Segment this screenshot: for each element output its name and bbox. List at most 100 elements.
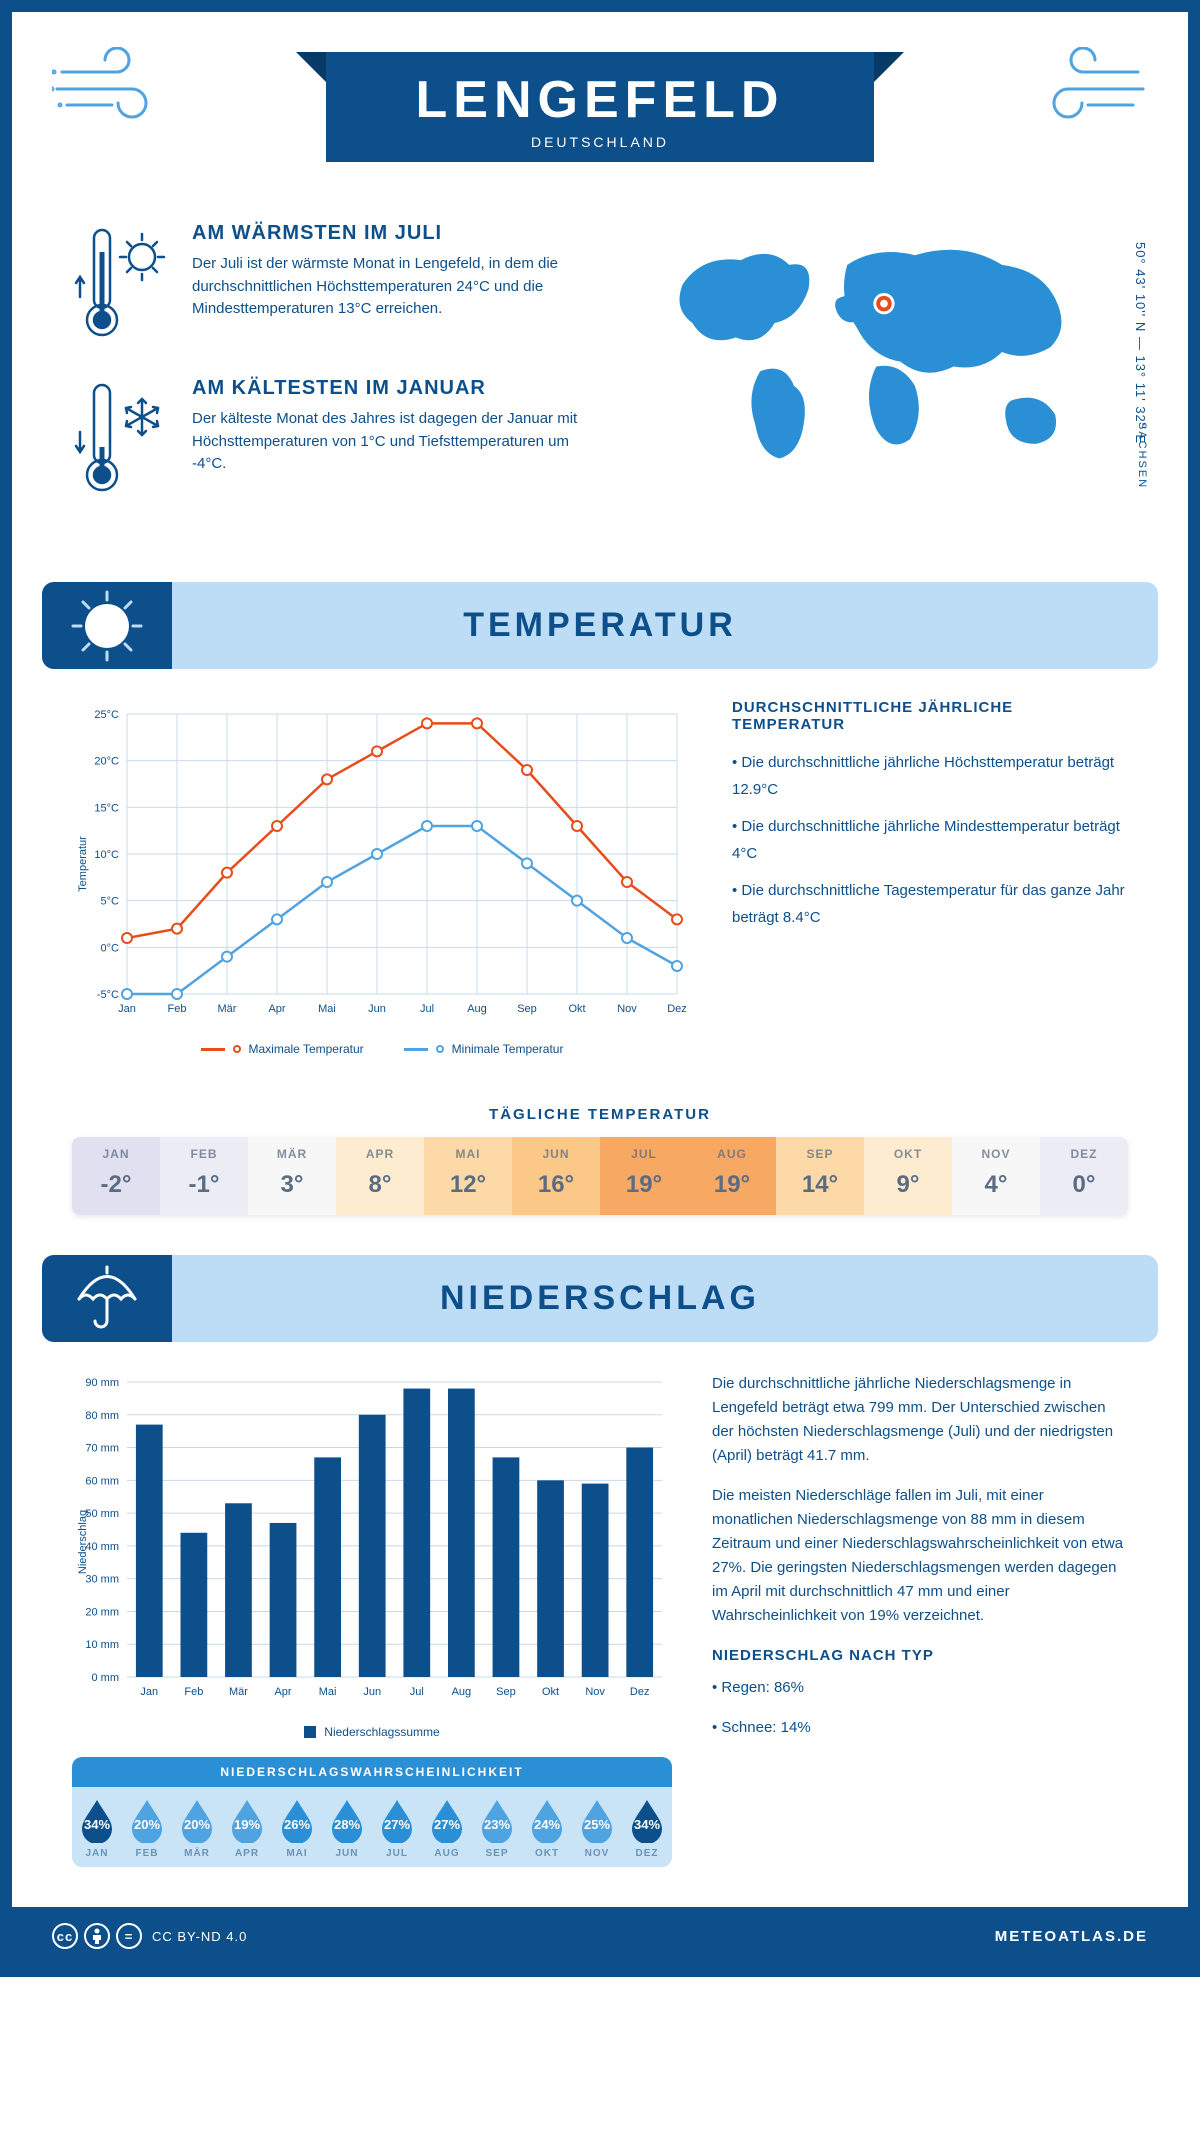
license-text: CC BY-ND 4.0: [152, 1929, 247, 1944]
summary-heading: DURCHSCHNITTLICHE JÄHRLICHE TEMPERATUR: [732, 699, 1128, 733]
bullet: • Schnee: 14%: [712, 1716, 1128, 1740]
temp-cell: SEP14°: [776, 1137, 864, 1215]
page-title: LENGEFELD: [416, 70, 785, 130]
daily-temp-heading: TÄGLICHE TEMPERATUR: [12, 1106, 1188, 1123]
svg-text:Temperatur: Temperatur: [77, 836, 89, 892]
probability-heading: NIEDERSCHLAGSWAHRSCHEINLICHKEIT: [72, 1757, 672, 1787]
probability-cell: 27%JUL: [372, 1787, 422, 1867]
svg-text:10 mm: 10 mm: [85, 1639, 119, 1651]
svg-text:30 mm: 30 mm: [85, 1574, 119, 1586]
svg-text:40 mm: 40 mm: [85, 1541, 119, 1553]
svg-text:Okt: Okt: [568, 1003, 585, 1015]
nd-icon: =: [116, 1923, 142, 1949]
svg-text:Sep: Sep: [496, 1686, 516, 1698]
svg-text:Nov: Nov: [617, 1003, 637, 1015]
svg-text:Jun: Jun: [363, 1686, 381, 1698]
probability-cell: 19%APR: [222, 1787, 272, 1867]
world-map: 50° 43' 10'' N — 13° 11' 32'' E SACHSEN: [644, 222, 1128, 532]
paragraph: Die durchschnittliche jährliche Niedersc…: [712, 1372, 1128, 1468]
svg-text:Aug: Aug: [467, 1003, 487, 1015]
svg-text:5°C: 5°C: [101, 896, 120, 908]
svg-text:50 mm: 50 mm: [85, 1508, 119, 1520]
svg-text:Mär: Mär: [229, 1686, 248, 1698]
probability-cell: 20%MÄR: [172, 1787, 222, 1867]
fact-heading: AM KÄLTESTEN IM JANUAR: [192, 377, 604, 400]
bullet: • Die durchschnittliche Tagestemperatur …: [732, 877, 1128, 931]
svg-text:Jun: Jun: [368, 1003, 386, 1015]
svg-text:Apr: Apr: [268, 1003, 285, 1015]
thermometer-snow-icon: [72, 377, 172, 502]
cc-icon: cc: [52, 1923, 78, 1949]
license: cc = CC BY-ND 4.0: [52, 1923, 247, 1949]
wind-icon: [52, 47, 172, 132]
temp-cell: AUG19°: [688, 1137, 776, 1215]
temp-cell: OKT9°: [864, 1137, 952, 1215]
svg-text:25°C: 25°C: [94, 709, 119, 721]
svg-text:Sep: Sep: [517, 1003, 537, 1015]
temp-cell: MAI12°: [424, 1137, 512, 1215]
bullet: • Die durchschnittliche jährliche Höchst…: [732, 749, 1128, 803]
svg-text:Apr: Apr: [274, 1686, 291, 1698]
svg-text:Jan: Jan: [118, 1003, 136, 1015]
svg-text:Feb: Feb: [184, 1686, 203, 1698]
probability-cell: 26%MAI: [272, 1787, 322, 1867]
precipitation-summary: Die durchschnittliche jährliche Niedersc…: [712, 1372, 1128, 1867]
wind-icon: [1028, 47, 1148, 132]
bullet: • Regen: 86%: [712, 1676, 1128, 1700]
intro-row: AM WÄRMSTEN IM JULI Der Juli ist der wär…: [12, 192, 1188, 572]
svg-text:Feb: Feb: [168, 1003, 187, 1015]
paragraph: Die meisten Niederschläge fallen im Juli…: [712, 1484, 1128, 1628]
probability-cell: 24%OKT: [522, 1787, 572, 1867]
svg-text:Mär: Mär: [218, 1003, 237, 1015]
svg-text:15°C: 15°C: [94, 802, 119, 814]
precipitation-probability: NIEDERSCHLAGSWAHRSCHEINLICHKEIT 34%JAN 20…: [72, 1757, 672, 1867]
temperature-chart: -5°C 0°C 5°C 10°C 15°C 20°C 25°C Jan Feb Mär Apr Ma…: [72, 699, 692, 1056]
temp-cell: NOV4°: [952, 1137, 1040, 1215]
svg-text:Dez: Dez: [630, 1686, 650, 1698]
type-heading: NIEDERSCHLAG NACH TYP: [712, 1644, 1128, 1668]
svg-text:0°C: 0°C: [101, 942, 120, 954]
warmest-fact: AM WÄRMSTEN IM JULI Der Juli ist der wär…: [72, 222, 604, 347]
chart-legend: Maximale Temperatur Minimale Temperatur: [72, 1042, 692, 1056]
probability-cell: 28%JUN: [322, 1787, 372, 1867]
probability-cell: 25%NOV: [572, 1787, 622, 1867]
svg-text:0 mm: 0 mm: [92, 1672, 120, 1684]
svg-text:Mai: Mai: [318, 1003, 336, 1015]
sun-icon: [42, 582, 172, 669]
site-name: METEOATLAS.DE: [995, 1928, 1148, 1945]
svg-text:Nov: Nov: [585, 1686, 605, 1698]
section-title: NIEDERSCHLAG: [42, 1279, 1158, 1318]
svg-text:Aug: Aug: [452, 1686, 472, 1698]
temp-cell: JAN-2°: [72, 1137, 160, 1215]
svg-text:80 mm: 80 mm: [85, 1410, 119, 1422]
probability-cell: 34%DEZ: [622, 1787, 672, 1867]
by-icon: [84, 1923, 110, 1949]
fact-text: Der kälteste Monat des Jahres ist dagege…: [192, 408, 604, 476]
coldest-fact: AM KÄLTESTEN IM JANUAR Der kälteste Mona…: [72, 377, 604, 502]
probability-cell: 34%JAN: [72, 1787, 122, 1867]
footer: cc = CC BY-ND 4.0 METEOATLAS.DE: [12, 1907, 1188, 1965]
temperature-summary: DURCHSCHNITTLICHE JÄHRLICHE TEMPERATUR •…: [732, 699, 1128, 1056]
svg-text:10°C: 10°C: [94, 849, 119, 861]
thermometer-sun-icon: [72, 222, 172, 347]
svg-text:Okt: Okt: [542, 1686, 559, 1698]
probability-cell: 23%SEP: [472, 1787, 522, 1867]
svg-text:Mai: Mai: [319, 1686, 337, 1698]
region-label: SACHSEN: [1136, 422, 1148, 489]
svg-text:-5°C: -5°C: [97, 989, 119, 1001]
section-header-precipitation: NIEDERSCHLAG: [42, 1255, 1158, 1342]
section-title: TEMPERATUR: [42, 606, 1158, 645]
page-subtitle: DEUTSCHLAND: [416, 134, 785, 150]
svg-text:70 mm: 70 mm: [85, 1443, 119, 1455]
fact-heading: AM WÄRMSTEN IM JULI: [192, 222, 604, 245]
chart-legend: Niederschlagssumme: [72, 1725, 672, 1739]
temp-cell: MÄR3°: [248, 1137, 336, 1215]
coordinates: 50° 43' 10'' N — 13° 11' 32'' E: [1133, 242, 1148, 444]
umbrella-icon: [42, 1255, 172, 1342]
svg-text:20 mm: 20 mm: [85, 1606, 119, 1618]
svg-text:20°C: 20°C: [94, 756, 119, 768]
temp-cell: JUL19°: [600, 1137, 688, 1215]
temp-cell: DEZ0°: [1040, 1137, 1128, 1215]
fact-text: Der Juli ist der wärmste Monat in Lengef…: [192, 253, 604, 321]
svg-text:Jul: Jul: [410, 1686, 424, 1698]
